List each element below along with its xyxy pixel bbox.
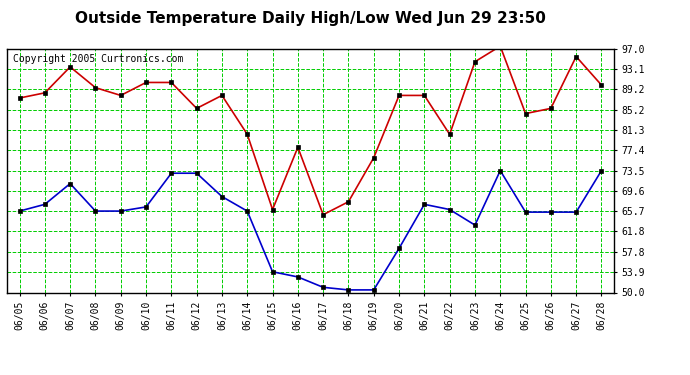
Text: Copyright 2005 Curtronics.com: Copyright 2005 Curtronics.com [13, 54, 184, 64]
Text: Outside Temperature Daily High/Low Wed Jun 29 23:50: Outside Temperature Daily High/Low Wed J… [75, 11, 546, 26]
